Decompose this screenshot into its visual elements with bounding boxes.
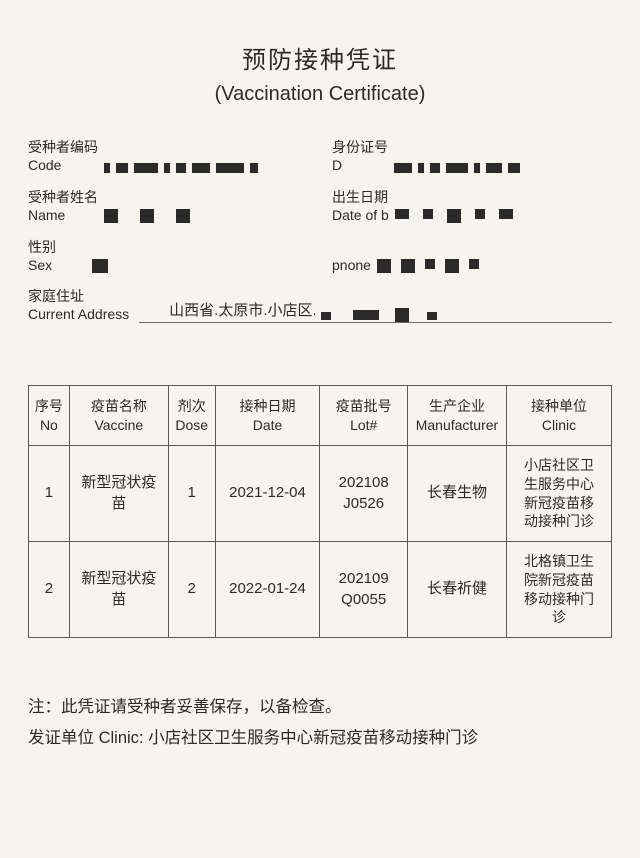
footer-note: 注：此凭证请受种者妥善保存，以备检查。 [28,692,612,723]
footer-issuer: 发证单位 Clinic: 小店社区卫生服务中心新冠疫苗移动接种门诊 [28,723,612,754]
table-cell: 新型冠状疫苗 [69,542,168,638]
table-cell: 2021-12-04 [215,446,320,542]
table-header-cell: 剂次Dose [168,386,215,446]
field-name: 受种者姓名 Name [28,184,308,224]
title-block: 预防接种凭证 (Vaccination Certificate) [28,40,612,106]
table-row: 2新型冠状疫苗22022-01-24202109Q0055长春祈健北格镇卫生院新… [29,542,612,638]
field-dob: 出生日期 Date of b [332,184,612,224]
table-cell: 202109Q0055 [320,542,407,638]
table-header-cell: 生产企业Manufacturer [407,386,506,446]
address-line: 山西省.太原市.小店区. [139,299,612,323]
table-cell: 小店社区卫生服务中心新冠疫苗移动接种门诊 [507,446,612,542]
address-value: 山西省.太原市.小店区. [169,299,317,320]
table-cell: 2 [29,542,70,638]
value-dob-redacted [395,204,612,224]
table-cell: 2 [168,542,215,638]
recipient-info: 受种者编码 Code 身份证号 D [28,134,612,274]
table-header-cell: 序号No [29,386,70,446]
footer: 注：此凭证请受种者妥善保存，以备检查。 发证单位 Clinic: 小店社区卫生服… [28,692,612,755]
label-dob: 出生日期 Date of b [332,189,395,224]
field-sex: 性别 Sex [28,234,308,274]
table-header-cell: 接种单位Clinic [507,386,612,446]
table-row: 1新型冠状疫苗12021-12-04202108J0526长春生物小店社区卫生服… [29,446,612,542]
label-sex: 性别 Sex [28,239,62,274]
table-header-cell: 接种日期Date [215,386,320,446]
label-address: 家庭住址 Current Address [28,288,139,323]
field-phone: pnone [332,234,612,274]
field-id: 身份证号 D [332,134,612,174]
table-cell: 2022-01-24 [215,542,320,638]
table-header-cell: 疫苗批号Lot# [320,386,407,446]
field-code: 受种者编码 Code [28,134,308,174]
value-phone-redacted [377,254,612,274]
table-header-row: 序号No疫苗名称Vaccine剂次Dose接种日期Date疫苗批号Lot#生产企… [29,386,612,446]
table-cell: 长春生物 [407,446,506,542]
address-redacted-tail [317,304,602,320]
table-cell: 新型冠状疫苗 [69,446,168,542]
table-cell: 202108J0526 [320,446,407,542]
title-cn: 预防接种凭证 [28,40,612,75]
vaccination-table: 序号No疫苗名称Vaccine剂次Dose接种日期Date疫苗批号Lot#生产企… [28,385,612,638]
table-cell: 1 [168,446,215,542]
label-phone: pnone [332,239,377,274]
value-id-redacted [394,154,612,174]
table-header-cell: 疫苗名称Vaccine [69,386,168,446]
table-cell: 北格镇卫生院新冠疫苗移动接种门诊 [507,542,612,638]
label-id: 身份证号 D [332,139,394,174]
table-cell: 1 [29,446,70,542]
field-address: 家庭住址 Current Address 山西省.太原市.小店区. [28,288,612,323]
value-name-redacted [104,204,308,224]
value-code-redacted [104,154,308,174]
value-sex-redacted [62,254,308,274]
table-cell: 长春祈健 [407,542,506,638]
label-code: 受种者编码 Code [28,139,104,174]
title-en: (Vaccination Certificate) [28,83,612,106]
label-name: 受种者姓名 Name [28,189,104,224]
